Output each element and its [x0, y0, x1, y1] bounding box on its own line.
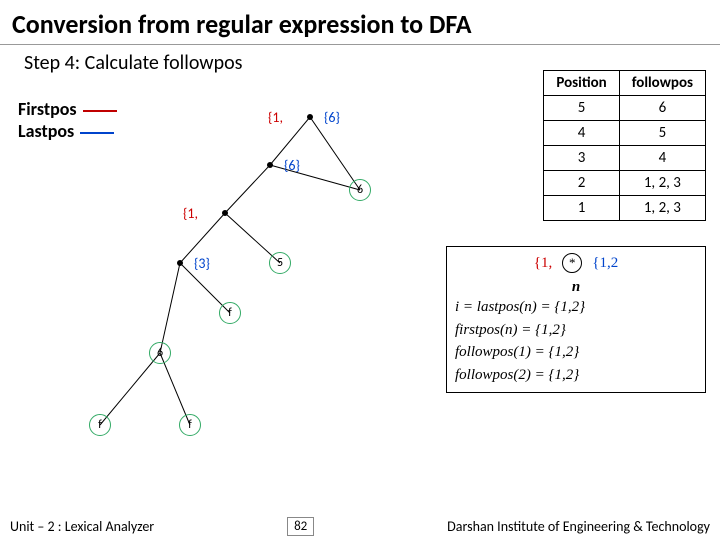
tree-node-leaf: f	[89, 414, 111, 436]
lastpos-annot: {6}	[284, 157, 300, 174]
tree-node-dot	[177, 260, 183, 266]
table-cell: 2	[544, 171, 619, 196]
footer: Unit – 2 : Lexical Analyzer 82 Darshan I…	[0, 517, 720, 536]
formula-fp-left: {1,	[534, 255, 552, 272]
table-cell: 1, 2, 3	[619, 196, 705, 221]
tree-node-leaf: 6	[349, 179, 371, 201]
lastpos-annot: {6}	[324, 109, 340, 126]
footer-unit: Unit – 2 : Lexical Analyzer	[10, 518, 154, 535]
table-cell: 3	[544, 146, 619, 171]
table-cell: 1, 2, 3	[619, 171, 705, 196]
equation-line: firstpos(n) = {1,2}	[455, 319, 697, 342]
tree-node-dot	[267, 162, 273, 168]
table-cell: 4	[619, 146, 705, 171]
footer-institute: Darshan Institute of Engineering & Techn…	[447, 518, 710, 535]
formula-box: {1, * {1,2 n i = lastpos(n) = {1,2}first…	[446, 246, 706, 393]
followpos-table: Position followpos 56453421, 2, 311, 2, …	[543, 70, 706, 221]
equation-line: followpos(1) = {1,2}	[455, 341, 697, 364]
firstpos-annot: {1,	[183, 205, 198, 222]
table-cell: 4	[544, 121, 619, 146]
star-node: *	[562, 253, 582, 273]
table-cell: 5	[619, 121, 705, 146]
formula-fp-right: {1,2	[592, 255, 618, 272]
equation-line: i = lastpos(n) = {1,2}	[455, 296, 697, 319]
table-header: Position	[544, 71, 619, 96]
tree-node-dot	[307, 114, 313, 120]
table-header: followpos	[619, 71, 705, 96]
formula-var: n	[455, 279, 697, 296]
tree-node-leaf: f	[219, 302, 241, 324]
table-cell: 6	[619, 96, 705, 121]
equation-line: followpos(2) = {1,2}	[455, 364, 697, 387]
tree-node-leaf: f	[179, 414, 201, 436]
formula-equations: i = lastpos(n) = {1,2}firstpos(n) = {1,2…	[455, 296, 697, 386]
footer-page: 82	[287, 517, 314, 536]
firstpos-annot: {1,	[268, 109, 283, 126]
tree-node-dot	[222, 210, 228, 216]
tree-node-leaf: 5	[269, 252, 291, 274]
tree-node-leaf: 6	[149, 342, 171, 364]
table-cell: 1	[544, 196, 619, 221]
star-node-row: {1, * {1,2	[455, 253, 697, 273]
lastpos-annot: {3}	[194, 255, 210, 272]
page-title: Conversion from regular expression to DF…	[0, 0, 720, 45]
table-cell: 5	[544, 96, 619, 121]
